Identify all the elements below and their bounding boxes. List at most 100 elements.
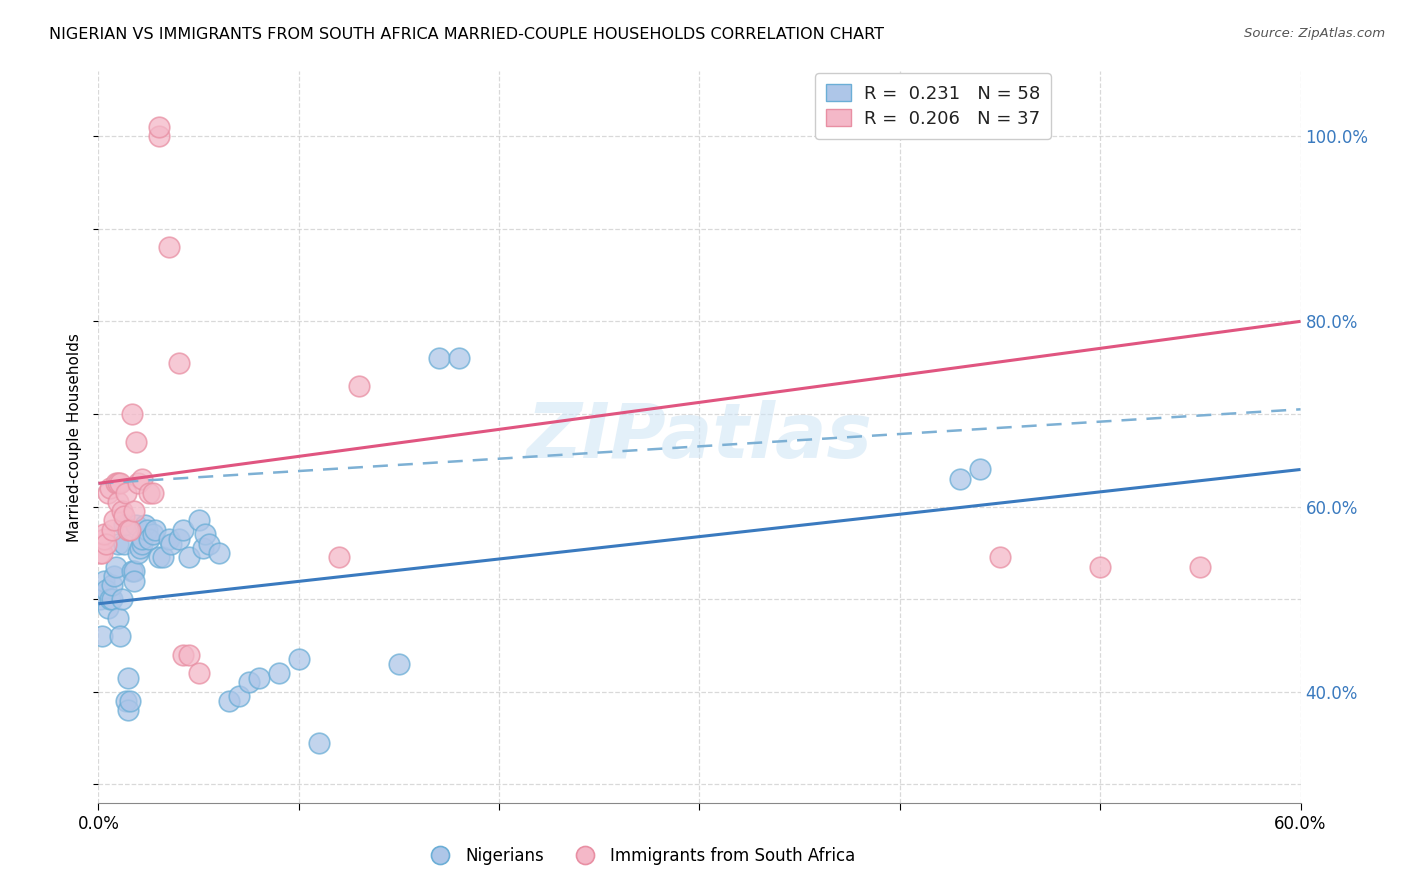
Point — [100, 592, 122, 607]
Point — [97, 601, 120, 615]
Point — [143, 523, 166, 537]
Point — [101, 523, 124, 537]
Point — [157, 240, 180, 254]
Point — [197, 536, 219, 550]
Point — [347, 379, 370, 393]
Point — [141, 485, 163, 500]
Point — [187, 666, 209, 681]
Point — [228, 690, 250, 704]
Point — [103, 513, 125, 527]
Point — [131, 472, 153, 486]
Text: NIGERIAN VS IMMIGRANTS FROM SOUTH AFRICA MARRIED-COUPLE HOUSEHOLDS CORRELATION C: NIGERIAN VS IMMIGRANTS FROM SOUTH AFRICA… — [49, 27, 884, 42]
Point — [167, 356, 190, 370]
Point — [447, 351, 470, 366]
Point — [177, 648, 200, 662]
Point — [988, 550, 1011, 565]
Point — [148, 129, 170, 144]
Point — [115, 694, 138, 708]
Point — [89, 546, 111, 560]
Point — [91, 629, 114, 643]
Point — [103, 569, 125, 583]
Point — [427, 351, 450, 366]
Point — [138, 485, 160, 500]
Point — [135, 523, 157, 537]
Point — [107, 610, 129, 624]
Point — [157, 532, 180, 546]
Point — [187, 513, 209, 527]
Point — [100, 481, 122, 495]
Point — [124, 504, 146, 518]
Point — [96, 536, 118, 550]
Point — [110, 476, 132, 491]
Point — [969, 462, 991, 476]
Point — [111, 504, 134, 518]
Point — [96, 582, 118, 597]
Point — [124, 574, 146, 588]
Point — [172, 648, 194, 662]
Point — [101, 578, 124, 592]
Point — [114, 508, 136, 523]
Point — [131, 536, 153, 550]
Point — [93, 574, 115, 588]
Point — [107, 495, 129, 509]
Point — [191, 541, 214, 556]
Point — [107, 476, 129, 491]
Point — [101, 592, 124, 607]
Point — [159, 536, 181, 550]
Point — [177, 550, 200, 565]
Point — [93, 527, 115, 541]
Point — [114, 536, 136, 550]
Point — [121, 565, 143, 579]
Point — [93, 587, 115, 601]
Point — [1088, 559, 1111, 574]
Point — [1189, 559, 1212, 574]
Point — [167, 532, 190, 546]
Point — [288, 652, 311, 666]
Point — [117, 523, 139, 537]
Point — [117, 671, 139, 685]
Point — [949, 472, 972, 486]
Point — [105, 476, 128, 491]
Point — [120, 523, 142, 537]
Point — [267, 666, 290, 681]
Point — [117, 703, 139, 717]
Point — [93, 532, 115, 546]
Text: Source: ZipAtlas.com: Source: ZipAtlas.com — [1244, 27, 1385, 40]
Point — [172, 523, 194, 537]
Point — [218, 694, 240, 708]
Point — [115, 485, 138, 500]
Point — [138, 532, 160, 546]
Point — [91, 546, 114, 560]
Legend: Nigerians, Immigrants from South Africa: Nigerians, Immigrants from South Africa — [416, 840, 862, 871]
Point — [89, 592, 111, 607]
Point — [125, 518, 148, 533]
Point — [247, 671, 270, 685]
Point — [125, 434, 148, 449]
Point — [110, 629, 132, 643]
Point — [141, 527, 163, 541]
Point — [328, 550, 350, 565]
Point — [308, 736, 330, 750]
Point — [238, 675, 260, 690]
Y-axis label: Married-couple Households: Married-couple Households — [67, 333, 83, 541]
Point — [111, 592, 134, 607]
Point — [105, 559, 128, 574]
Point — [97, 485, 120, 500]
Point — [128, 476, 150, 491]
Point — [148, 550, 170, 565]
Point — [121, 407, 143, 421]
Point — [388, 657, 411, 671]
Point — [124, 565, 146, 579]
Point — [194, 527, 217, 541]
Point — [208, 546, 231, 560]
Point — [120, 694, 142, 708]
Text: ZIPatlas: ZIPatlas — [526, 401, 873, 474]
Point — [114, 518, 136, 533]
Point — [134, 518, 156, 533]
Point — [129, 541, 152, 556]
Point — [128, 546, 150, 560]
Point — [131, 532, 153, 546]
Point — [148, 120, 170, 134]
Point — [107, 536, 129, 550]
Point — [152, 550, 174, 565]
